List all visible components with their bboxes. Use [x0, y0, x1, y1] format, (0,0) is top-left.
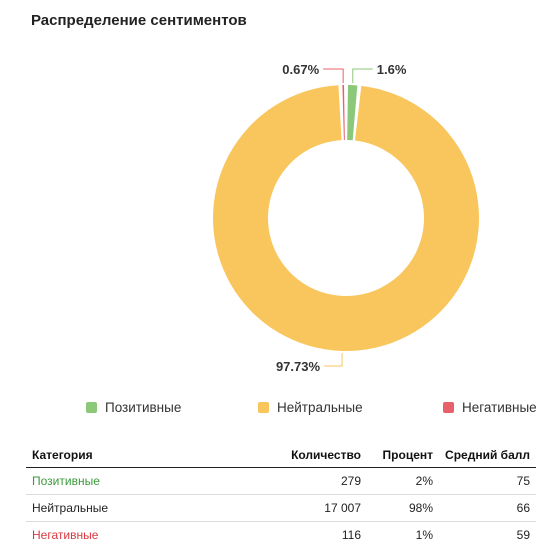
- header-percent: Процент: [367, 443, 439, 468]
- header-category: Категория: [26, 443, 260, 468]
- table-row: Нейтральные 17 007 98% 66: [26, 494, 536, 522]
- cell-category: Нейтральные: [26, 494, 260, 522]
- leader-line-negative: [323, 68, 344, 84]
- leader-line-neutral: [324, 352, 343, 367]
- cell-percent: 1%: [415, 528, 433, 542]
- legend-label-negative: Негативные: [462, 400, 537, 415]
- legend-item-positive[interactable]: Позитивные: [86, 400, 181, 415]
- legend-item-negative[interactable]: Негативные: [443, 400, 537, 415]
- legend-swatch-negative: [443, 402, 454, 413]
- table-header-row: Категория Количество Процент Средний бал…: [26, 443, 536, 468]
- cell-percent: 2%: [367, 467, 439, 495]
- slice-positive[interactable]: [347, 85, 358, 141]
- legend-item-neutral[interactable]: Нейтральные: [258, 400, 363, 415]
- data-label-positive: 1.6%: [377, 62, 407, 77]
- cell-category: Негативные: [32, 528, 99, 542]
- cell-percent: 98%: [367, 494, 439, 522]
- slice-neutral[interactable]: [213, 85, 480, 351]
- data-label-negative: 0.67%: [282, 62, 319, 77]
- cell-category: Позитивные: [26, 467, 260, 495]
- cell-avg: 75: [439, 467, 536, 495]
- cell-count: 17 007: [260, 494, 367, 522]
- table-row: Позитивные 279 2% 75: [26, 467, 536, 495]
- donut-chart: 1.6% 0.67% 97.73%: [213, 62, 480, 374]
- data-label-neutral: 97.73%: [276, 359, 321, 374]
- cell-count: 116: [341, 528, 361, 542]
- legend-swatch-neutral: [258, 402, 269, 413]
- cell-avg: 66: [439, 494, 536, 522]
- legend-label-neutral: Нейтральные: [277, 400, 363, 415]
- legend-swatch-positive: [86, 402, 97, 413]
- slice-negative[interactable]: [342, 85, 345, 141]
- legend-label-positive: Позитивные: [105, 400, 182, 415]
- chart-title: Распределение сентиментов: [31, 12, 247, 29]
- table-row: Негативные 116 1% 59: [26, 522, 536, 549]
- cell-count: 279: [260, 467, 367, 495]
- sentiment-table: Категория Количество Процент Средний бал…: [26, 443, 536, 548]
- chart-legend: Позитивные Нейтральные Негативные: [0, 400, 560, 422]
- leader-line-positive: [352, 68, 373, 84]
- header-avg: Средний балл: [439, 443, 536, 468]
- header-count: Количество: [260, 443, 367, 468]
- cell-avg: 59: [516, 528, 530, 542]
